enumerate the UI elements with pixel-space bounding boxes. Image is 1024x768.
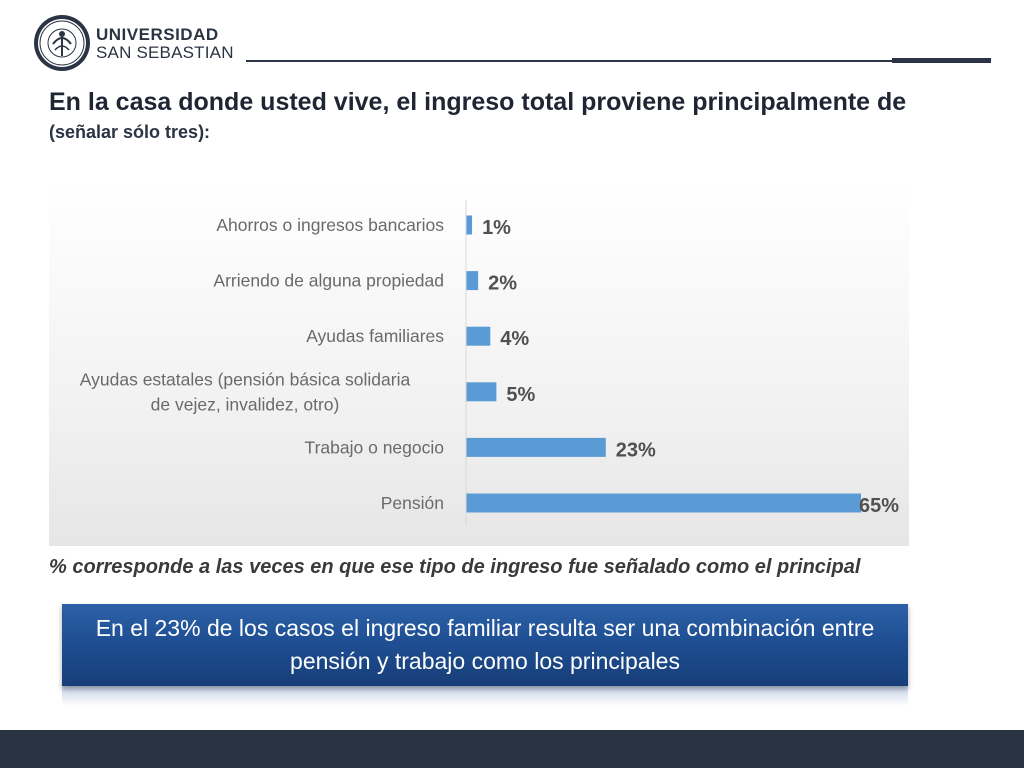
university-logo-text: UNIVERSIDAD SAN SEBASTIAN — [96, 26, 234, 62]
category-label-3: Ayudas estatales (pensión básica solidar… — [80, 369, 411, 414]
page-title: En la casa donde usted vive, el ingreso … — [49, 88, 969, 146]
category-label-2: Ayudas familiares — [306, 326, 444, 346]
footer-bar — [0, 730, 1024, 768]
category-label-1: Arriendo de alguna propiedad — [213, 271, 444, 291]
bar-chart: 1% Ahorros o ingresos bancarios 2% Arriendo… — [49, 180, 909, 546]
logo-line-2: SAN SEBASTIAN — [96, 43, 234, 62]
value-label-3: 5% — [506, 384, 535, 406]
header: UNIVERSIDAD SAN SEBASTIAN — [0, 0, 1024, 80]
callout-reflection — [62, 686, 908, 706]
bar-0 — [466, 215, 473, 235]
value-label-5: 65% — [859, 495, 899, 517]
bar-3 — [466, 382, 497, 402]
bar-5 — [466, 493, 861, 513]
bar-chart-svg: 1% Ahorros o ingresos bancarios 2% Arriendo… — [80, 200, 899, 525]
bar-1 — [466, 271, 479, 291]
summary-callout: En el 23% de los casos el ingreso famili… — [62, 604, 908, 686]
category-label-5: Pensión — [381, 493, 444, 513]
value-label-4: 23% — [616, 439, 656, 461]
value-label-2: 4% — [500, 328, 529, 350]
bar-4 — [466, 437, 606, 457]
title-hint: (señalar sólo tres): — [49, 122, 211, 142]
bar-2 — [466, 326, 491, 346]
category-label-0: Ahorros o ingresos bancarios — [216, 215, 444, 235]
callout-text: En el 23% de los casos el ingreso famili… — [95, 615, 875, 674]
title-main: En la casa donde usted vive, el ingreso … — [49, 88, 907, 116]
header-rule — [246, 60, 892, 62]
university-seal-icon — [34, 15, 90, 71]
header-rule-accent — [892, 58, 991, 63]
category-label-4: Trabajo o negocio — [305, 437, 444, 457]
value-label-0: 1% — [482, 217, 511, 239]
logo-line-1: UNIVERSIDAD — [96, 25, 219, 44]
value-label-1: 2% — [488, 273, 517, 295]
chart-footnote: % corresponde a las veces en que ese tip… — [49, 556, 861, 578]
